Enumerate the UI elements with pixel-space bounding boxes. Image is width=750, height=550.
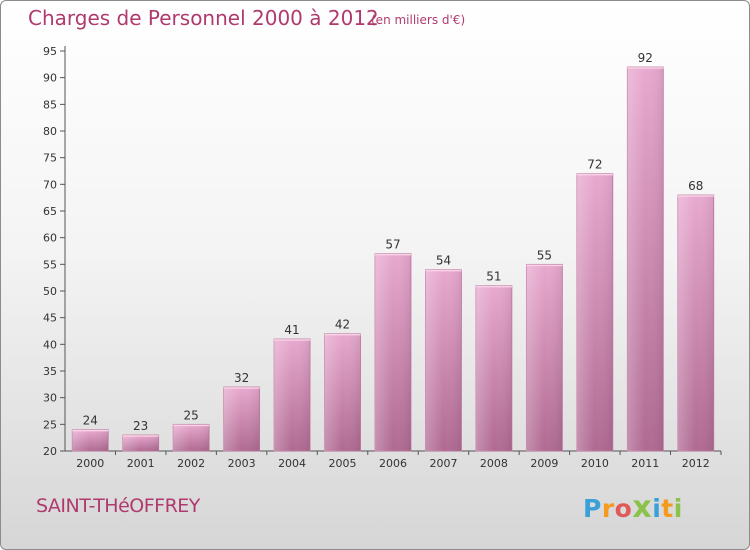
logo-letter: x xyxy=(632,490,653,525)
bars xyxy=(71,66,715,452)
x-tick-label: 2009 xyxy=(530,457,558,470)
y-tick-label: 50 xyxy=(43,285,57,298)
bar-highlight xyxy=(122,435,159,451)
data-label: 41 xyxy=(284,323,299,337)
y-tick-label: 80 xyxy=(43,125,57,138)
y-tick-label: 45 xyxy=(43,312,57,325)
bar-highlight xyxy=(223,387,260,451)
y-tick-label: 95 xyxy=(43,45,57,58)
logo-letter: o xyxy=(614,494,633,523)
x-tick-label: 2008 xyxy=(480,457,508,470)
y-tick-label: 65 xyxy=(43,205,57,218)
y-tick-label: 30 xyxy=(43,392,57,405)
y-tick-label: 75 xyxy=(43,152,57,165)
x-tick-label: 2005 xyxy=(329,457,357,470)
y-tick-label: 60 xyxy=(43,232,57,245)
y-tick-label: 40 xyxy=(43,338,57,351)
bar-highlight xyxy=(274,339,311,451)
x-tick-label: 2006 xyxy=(379,457,407,470)
data-label: 55 xyxy=(537,248,552,262)
bar-highlight xyxy=(425,269,462,451)
chart-title: Charges de Personnel 2000 à 2012 xyxy=(28,6,379,30)
x-tick-label: 2003 xyxy=(228,457,256,470)
y-tick-label: 20 xyxy=(43,445,57,458)
y-tick-label: 25 xyxy=(43,418,57,431)
x-tick-label: 2011 xyxy=(631,457,659,470)
x-tick-label: 2010 xyxy=(581,457,609,470)
logo-letter: r xyxy=(601,494,615,523)
value-labels: 24 23 25 32 41 42 57 54 51 55 72 92 68 xyxy=(83,51,704,433)
axes: 20 25 30 35 40 45 50 55 60 65 70 75 80 85 90 95 2000 2001… xyxy=(43,45,722,470)
bar-highlight xyxy=(173,424,210,451)
y-tick-label: 85 xyxy=(43,98,57,111)
logo-letter: P xyxy=(583,494,602,523)
bar-highlight xyxy=(324,333,361,451)
logo-letter: i xyxy=(673,494,683,523)
x-tick-label: 2001 xyxy=(127,457,155,470)
data-label: 92 xyxy=(638,51,653,65)
data-label: 32 xyxy=(234,371,249,385)
bar-highlight xyxy=(526,264,563,451)
logo-letter: t xyxy=(661,494,674,523)
data-label: 57 xyxy=(385,238,400,252)
proxiti-logo: Proxiti xyxy=(583,490,683,525)
x-tick-label: 2004 xyxy=(278,457,306,470)
data-label: 54 xyxy=(436,254,451,268)
bar-highlight xyxy=(677,195,714,451)
x-tick-label: 2000 xyxy=(76,457,104,470)
data-label: 42 xyxy=(335,318,350,332)
x-tick-label: 2012 xyxy=(682,457,710,470)
data-label: 24 xyxy=(83,414,98,428)
data-label: 23 xyxy=(133,419,148,433)
bar-highlight xyxy=(576,173,613,451)
data-label: 25 xyxy=(184,408,199,422)
bar-highlight xyxy=(475,285,512,451)
data-label: 51 xyxy=(486,270,501,284)
bar-highlight xyxy=(627,67,664,451)
y-tick-label: 70 xyxy=(43,178,57,191)
x-tick-label: 2002 xyxy=(177,457,205,470)
data-label: 72 xyxy=(587,158,602,172)
y-tick-label: 90 xyxy=(43,72,57,85)
bar-highlight xyxy=(375,253,411,451)
bar-highlight xyxy=(72,429,109,451)
commune-name: SAINT-THéOFFREY xyxy=(36,495,200,517)
data-label: 68 xyxy=(688,179,703,193)
logo-letter: i xyxy=(652,494,662,523)
chart-subtitle: (en milliers d'€) xyxy=(371,13,466,27)
y-tick-label: 35 xyxy=(43,365,57,378)
y-tick-label: 55 xyxy=(43,258,57,271)
x-tick-label: 2007 xyxy=(429,457,457,470)
